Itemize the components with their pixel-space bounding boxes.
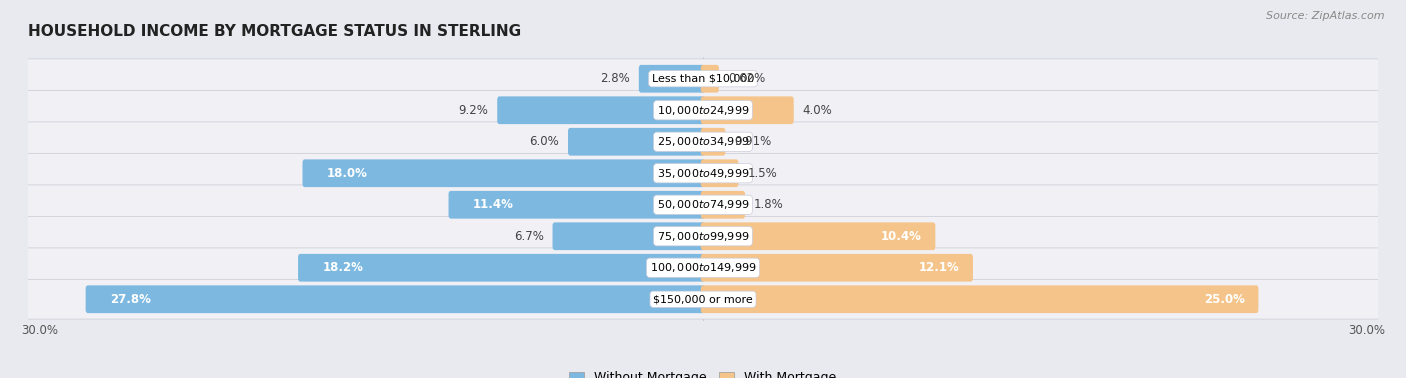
Text: HOUSEHOLD INCOME BY MORTGAGE STATUS IN STERLING: HOUSEHOLD INCOME BY MORTGAGE STATUS IN S… <box>28 24 522 39</box>
Text: $10,000 to $24,999: $10,000 to $24,999 <box>657 104 749 117</box>
Text: 10.4%: 10.4% <box>882 230 922 243</box>
Text: Source: ZipAtlas.com: Source: ZipAtlas.com <box>1267 11 1385 21</box>
FancyBboxPatch shape <box>700 222 935 250</box>
Text: 4.0%: 4.0% <box>803 104 832 117</box>
FancyBboxPatch shape <box>700 285 1258 313</box>
FancyBboxPatch shape <box>25 153 1381 193</box>
FancyBboxPatch shape <box>86 285 706 313</box>
FancyBboxPatch shape <box>700 128 725 156</box>
FancyBboxPatch shape <box>302 160 706 187</box>
Text: 2.8%: 2.8% <box>600 72 630 85</box>
Text: $50,000 to $74,999: $50,000 to $74,999 <box>657 198 749 211</box>
Text: 6.7%: 6.7% <box>513 230 544 243</box>
Text: 27.8%: 27.8% <box>110 293 150 306</box>
Text: 0.62%: 0.62% <box>728 72 765 85</box>
Text: $25,000 to $34,999: $25,000 to $34,999 <box>657 135 749 148</box>
FancyBboxPatch shape <box>298 254 706 282</box>
FancyBboxPatch shape <box>25 279 1381 319</box>
Text: $75,000 to $99,999: $75,000 to $99,999 <box>657 230 749 243</box>
FancyBboxPatch shape <box>25 248 1381 288</box>
Text: 0.91%: 0.91% <box>734 135 772 148</box>
FancyBboxPatch shape <box>25 122 1381 162</box>
FancyBboxPatch shape <box>553 222 706 250</box>
Text: 12.1%: 12.1% <box>920 261 960 274</box>
Text: 1.8%: 1.8% <box>754 198 783 211</box>
Text: 1.5%: 1.5% <box>747 167 778 180</box>
FancyBboxPatch shape <box>25 90 1381 130</box>
FancyBboxPatch shape <box>25 216 1381 256</box>
FancyBboxPatch shape <box>700 65 718 93</box>
FancyBboxPatch shape <box>700 160 738 187</box>
Text: 18.0%: 18.0% <box>326 167 368 180</box>
Text: $100,000 to $149,999: $100,000 to $149,999 <box>650 261 756 274</box>
FancyBboxPatch shape <box>498 96 706 124</box>
Legend: Without Mortgage, With Mortgage: Without Mortgage, With Mortgage <box>564 366 842 378</box>
FancyBboxPatch shape <box>638 65 706 93</box>
FancyBboxPatch shape <box>700 96 794 124</box>
Text: 25.0%: 25.0% <box>1205 293 1246 306</box>
FancyBboxPatch shape <box>700 191 745 218</box>
FancyBboxPatch shape <box>449 191 706 218</box>
FancyBboxPatch shape <box>25 59 1381 99</box>
Text: Less than $10,000: Less than $10,000 <box>652 74 754 84</box>
FancyBboxPatch shape <box>568 128 706 156</box>
Text: $150,000 or more: $150,000 or more <box>654 294 752 304</box>
Text: 9.2%: 9.2% <box>458 104 488 117</box>
FancyBboxPatch shape <box>700 254 973 282</box>
FancyBboxPatch shape <box>25 185 1381 225</box>
Text: 11.4%: 11.4% <box>472 198 513 211</box>
Text: 18.2%: 18.2% <box>322 261 363 274</box>
Text: $35,000 to $49,999: $35,000 to $49,999 <box>657 167 749 180</box>
Text: 6.0%: 6.0% <box>530 135 560 148</box>
